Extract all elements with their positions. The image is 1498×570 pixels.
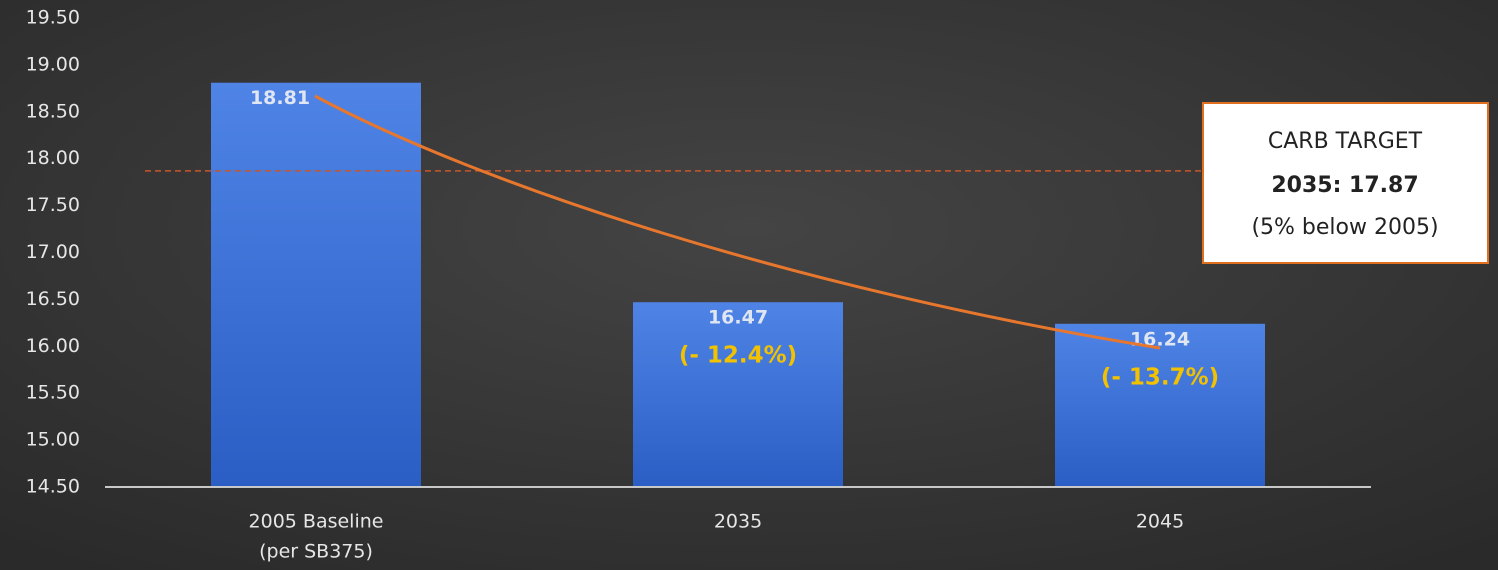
y-tick-label: 19.50 xyxy=(26,7,80,29)
y-tick-label: 17.00 xyxy=(26,241,80,263)
x-tick-label: 2045 xyxy=(1136,511,1184,533)
x-tick-label: 2005 Baseline xyxy=(249,511,384,533)
y-tick-label: 15.50 xyxy=(26,382,80,404)
target-box xyxy=(1202,102,1489,264)
target-note: (5% below 2005) xyxy=(1251,215,1438,240)
target-value: 2035: 17.87 xyxy=(1271,173,1418,198)
x-tick-label: 2035 xyxy=(714,511,762,533)
change-label: (- 12.4%) xyxy=(679,343,797,369)
y-tick-label: 18.50 xyxy=(26,100,80,122)
plot: 14.50 15.00 15.50 16.00 16.50 17.00 17.50 18.00… xyxy=(26,7,1371,563)
x-tick-label: (per SB375) xyxy=(259,541,373,563)
value-label: 18.81 xyxy=(250,87,310,109)
y-tick-label: 16.00 xyxy=(26,335,80,357)
trend-line xyxy=(314,94,1161,350)
y-tick-label: 16.50 xyxy=(26,288,80,310)
y-tick-label: 15.00 xyxy=(26,429,80,451)
bar xyxy=(1055,323,1265,487)
y-tick-label: 19.00 xyxy=(26,53,80,75)
bar xyxy=(633,302,843,487)
value-label: 16.47 xyxy=(708,307,768,329)
target-title: CARB TARGET xyxy=(1268,129,1423,154)
change-label: (- 13.7%) xyxy=(1101,364,1219,390)
bar xyxy=(211,82,421,488)
y-tick-label: 17.50 xyxy=(26,194,80,216)
y-tick-label: 14.50 xyxy=(26,476,80,498)
y-tick-label: 18.00 xyxy=(26,147,80,169)
